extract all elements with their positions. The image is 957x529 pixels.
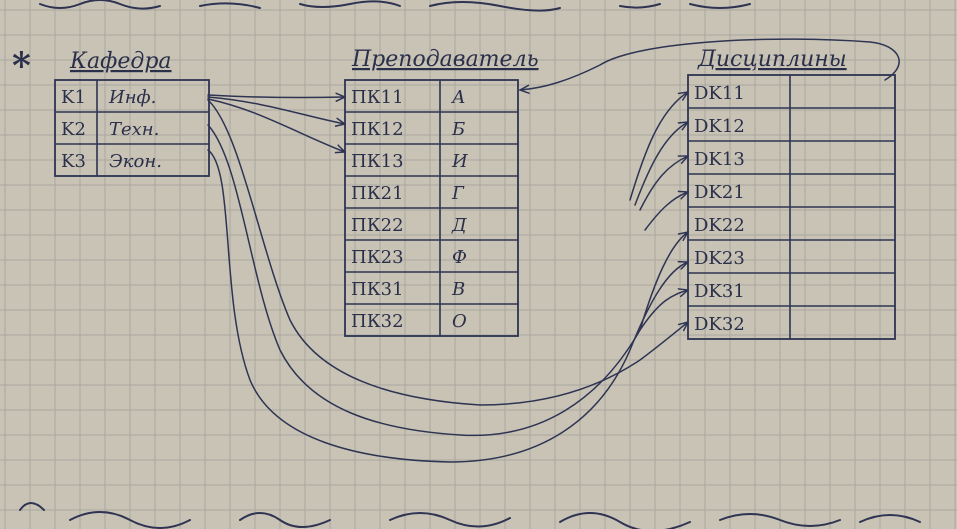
kafedra-row-key: K3: [61, 151, 86, 172]
prepodavatel-row-key: ПК12: [351, 119, 404, 140]
arrow-k1-pk13: [207, 98, 345, 152]
curve-k1-dk32: [207, 99, 688, 406]
prepodavatel-row-key: ПК22: [351, 215, 404, 236]
discipliny-row-key: DK12: [694, 116, 745, 137]
prepodavatel-row-value: А: [450, 87, 466, 108]
curve-to-dk22: [639, 232, 688, 331]
discipliny-title: Дисциплины: [697, 47, 847, 72]
prepodavatel-table: Преподаватель ПК11 А ПК12 Б ПК13 И ПК21 Г ПК22 Д П…: [344, 47, 539, 337]
kafedra-table: Кафедра K1 Инф. K2 Техн. K3 Экон.: [54, 49, 210, 177]
prepodavatel-row-value: Ф: [452, 247, 467, 268]
discipliny-row-key: DK22: [694, 215, 745, 236]
prepodavatel-row-value: В: [451, 279, 465, 300]
prepodavatel-row-value: Г: [451, 183, 465, 204]
kafedra-row-key: K1: [61, 87, 86, 108]
kafedra-row-value: Техн.: [109, 119, 159, 140]
discipliny-row-key: DK31: [694, 281, 745, 302]
prepodavatel-row-key: ПК13: [351, 151, 404, 172]
prepodavatel-row-key: ПК11: [351, 87, 404, 108]
discipliny-row-key: DK11: [694, 83, 745, 104]
prepodavatel-row-key: ПК32: [351, 311, 404, 332]
arrow-disc-to-teacher: [520, 38, 900, 90]
top-scribble: [39, 0, 751, 12]
prepodavatel-row-key: ПК21: [351, 183, 404, 204]
bottom-scribble: [19, 502, 921, 529]
kafedra-row-key: K2: [61, 119, 86, 140]
kafedra-row-value: Инф.: [108, 87, 156, 108]
prepodavatel-row-value: Б: [451, 119, 465, 140]
asterisk-marker: *: [12, 45, 31, 87]
kafedra-border: [54, 79, 210, 177]
prepodavatel-row-key: ПК23: [351, 247, 404, 268]
arrow-to-dk12: [634, 122, 688, 206]
kafedra-row-value: Экон.: [109, 151, 162, 172]
relationship-arrows: [207, 38, 900, 463]
prepodavatel-title: Преподаватель: [351, 47, 539, 72]
arrow-k1-pk12: [207, 96, 345, 124]
discipliny-row-key: DK32: [694, 314, 745, 335]
discipliny-row-key: DK21: [694, 182, 745, 203]
arrow-to-dk21: [644, 192, 688, 231]
prepodavatel-row-value: О: [452, 311, 467, 332]
discipliny-row-key: DK13: [694, 149, 745, 170]
prepodavatel-row-value: И: [451, 151, 468, 172]
arrow-k1-pk11: [207, 95, 345, 98]
arrow-to-dk13: [639, 155, 688, 211]
curve-k3-dk23: [207, 149, 688, 463]
prepodavatel-row-key: ПК31: [351, 279, 404, 300]
arrow-to-dk11: [629, 92, 688, 201]
kafedra-title: Кафедра: [69, 49, 172, 74]
prepodavatel-row-value: Д: [451, 215, 467, 236]
discipliny-row-key: DK23: [694, 248, 745, 269]
discipliny-table: Дисциплины DK11 DK12 DK13 DK21 DK22 DK23 DK31 D…: [687, 47, 896, 340]
